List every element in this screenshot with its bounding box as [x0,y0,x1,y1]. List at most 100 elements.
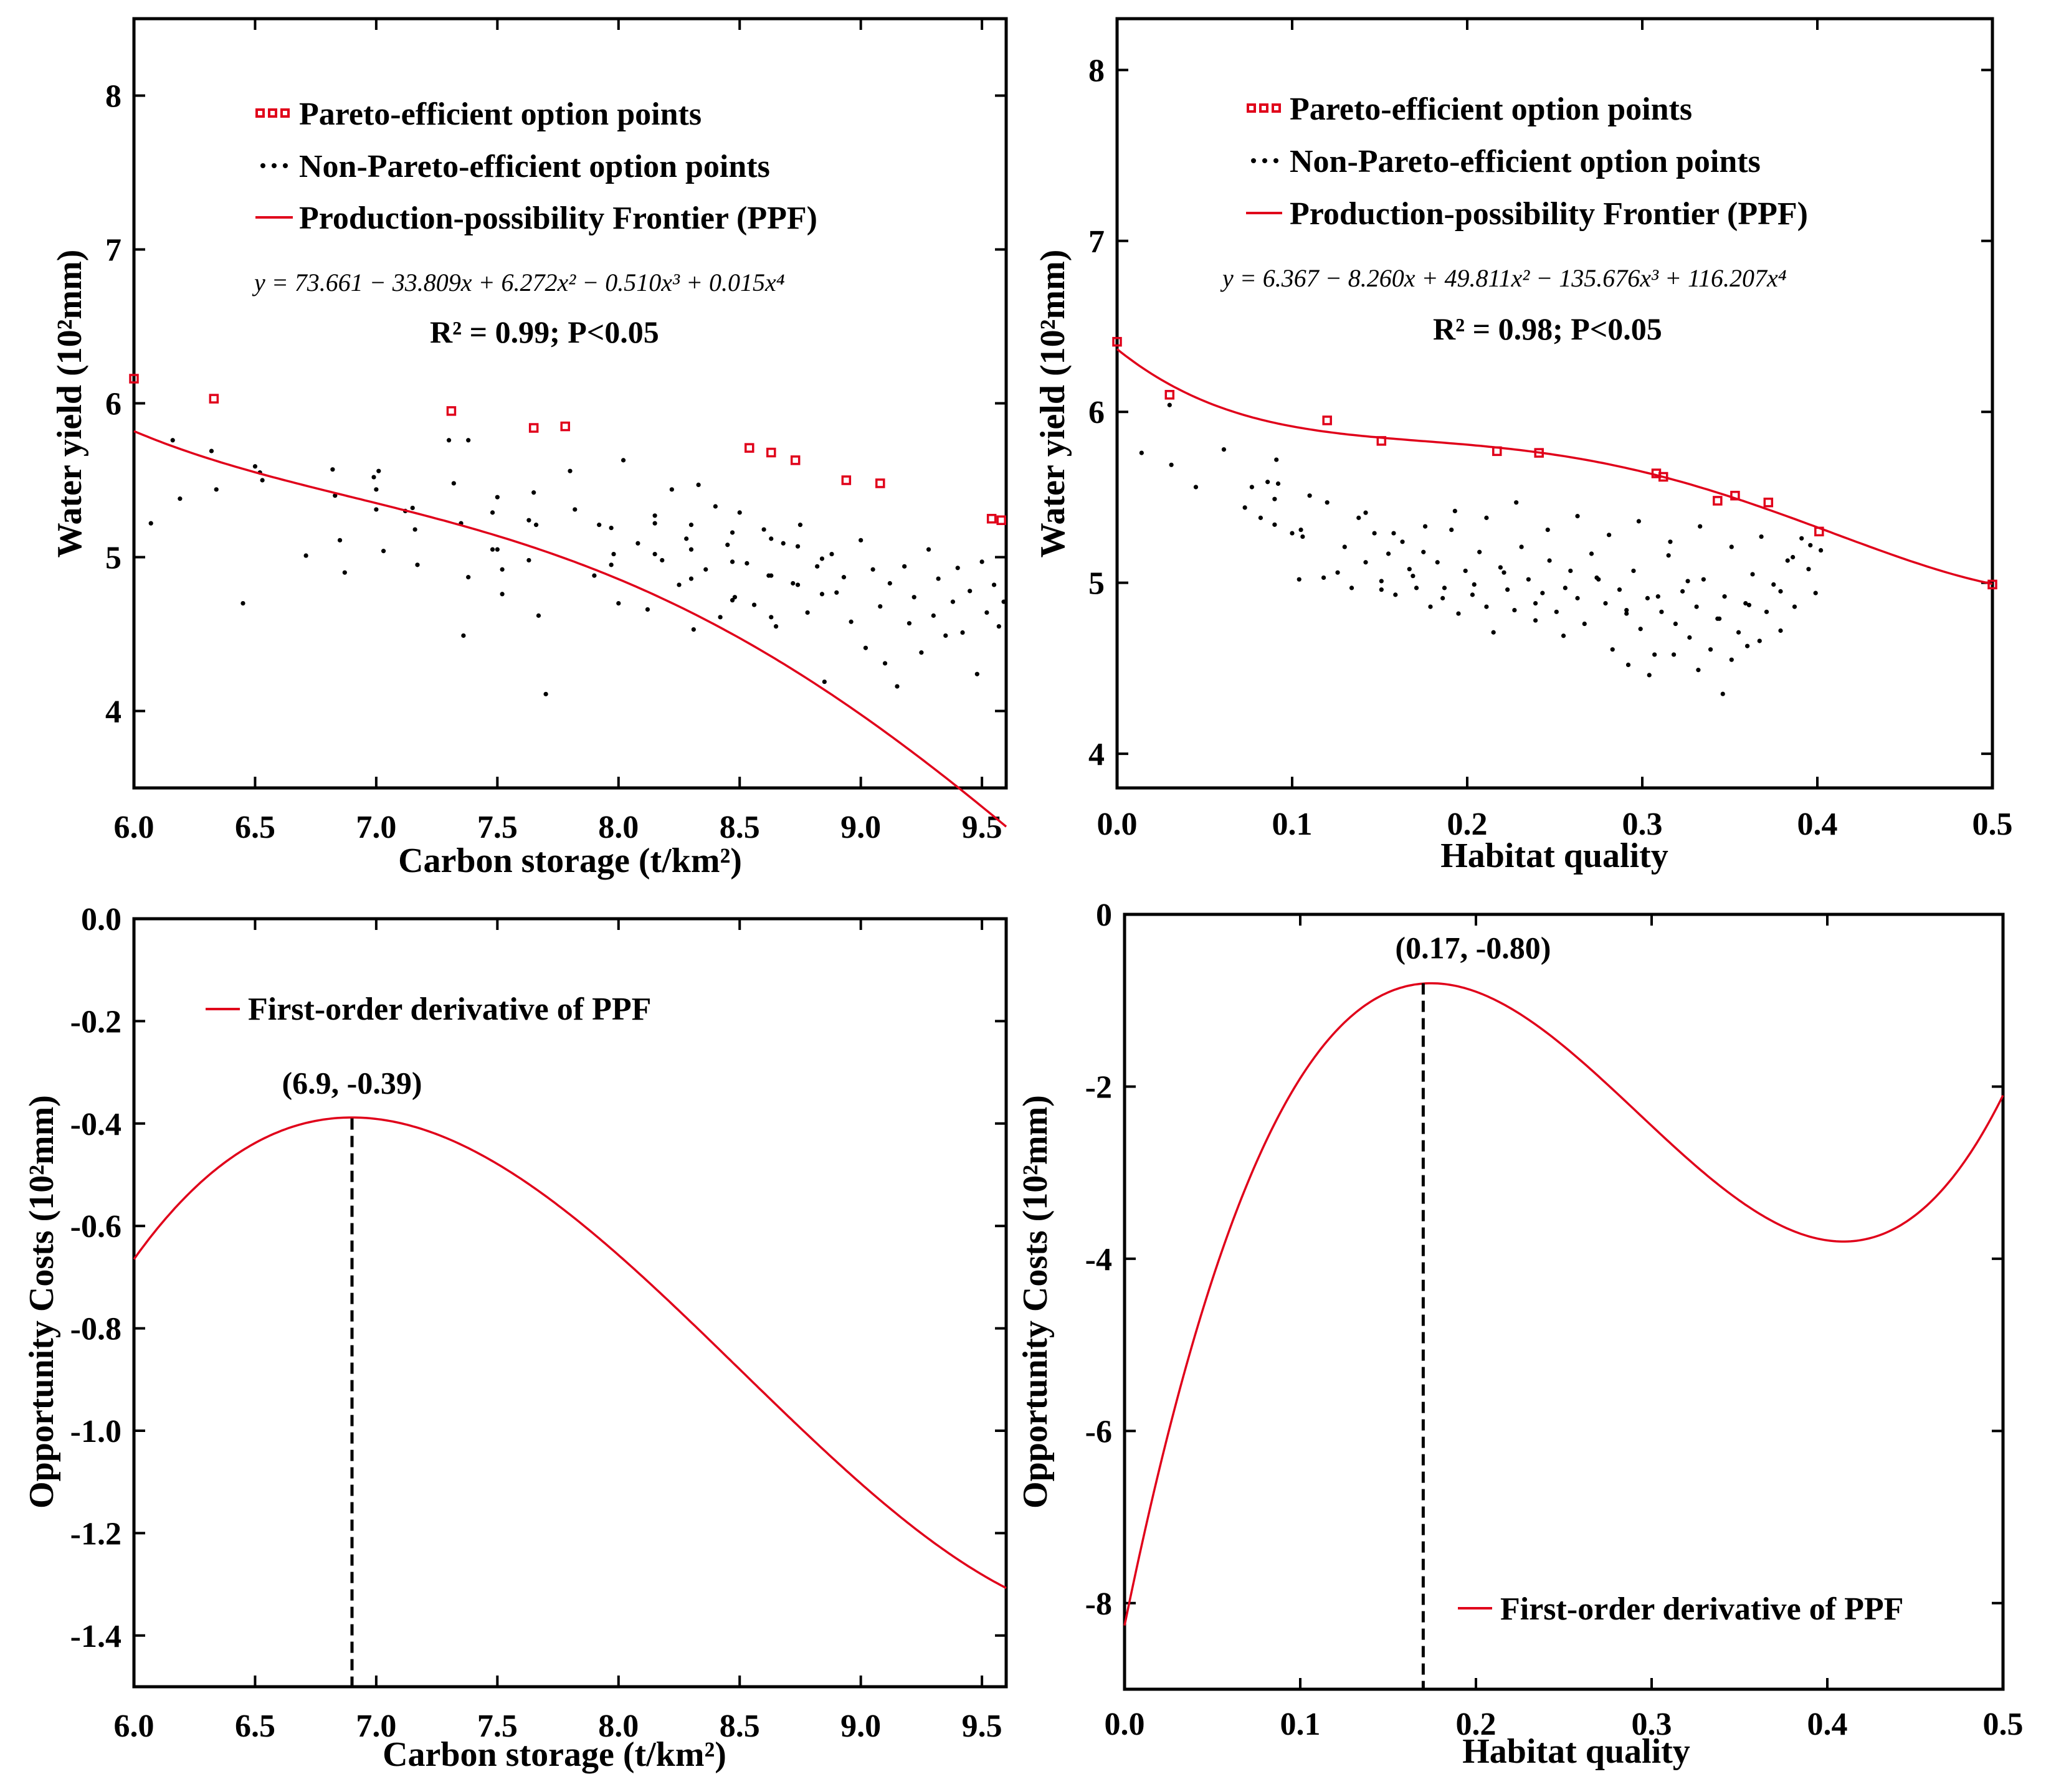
non-pareto-point [688,576,694,581]
non-pareto-point [374,507,379,512]
ppf-equation: y = 6.367 − 8.260x + 49.811x² − 135.676x… [1220,264,1787,292]
non-pareto-point [691,627,696,632]
non-pareto-point [859,538,864,543]
pareto-point [560,421,570,432]
ppf-curve [133,430,1007,828]
legend-label-nonpareto: Non-Pareto-efficient option points [1290,144,1761,179]
non-pareto-point [730,598,735,603]
non-pareto-point [1533,618,1538,623]
pareto-point [1164,390,1175,400]
x-tick-label: 7.0 [356,810,396,845]
y-tick-label: 8 [105,79,121,115]
non-pareto-point [446,438,452,443]
x-tick-label: 0.5 [1972,807,2013,842]
non-pareto-point [1685,579,1690,584]
non-pareto-point [1624,611,1629,616]
non-pareto-point [381,549,386,554]
legend-label-derivative: First-order derivative of PPF [1500,1591,1903,1627]
x-axis-label: Carbon storage (t/km²) [398,841,742,880]
non-pareto-point [1729,657,1734,662]
non-pareto-point [795,582,801,587]
non-pareto-point [1519,544,1524,549]
non-pareto-point [568,468,573,473]
non-pareto-point [178,496,183,501]
legend-nonpareto-marker [1273,158,1278,163]
legend-nonpareto-marker [283,163,288,168]
non-pareto-point [466,438,471,443]
non-pareto-point [1736,630,1741,635]
non-pareto-point [1547,558,1552,563]
non-pareto-point [1540,590,1545,595]
non-pareto-point [1645,595,1650,600]
non-pareto-point [1638,627,1643,632]
legend-pareto-marker [1272,103,1281,113]
non-pareto-point [1139,450,1144,455]
non-pareto-point [1363,510,1368,515]
y-axis-label: Opportunity Costs (10²mm) [22,1095,61,1509]
non-pareto-point [592,573,597,578]
peak-annotation: (6.9, -0.39) [282,1066,422,1101]
non-pareto-point [849,619,854,624]
non-pareto-point [863,645,868,650]
pareto-point [996,515,1006,525]
non-pareto-point [703,567,708,572]
y-tick-label: 6 [1088,395,1105,430]
non-pareto-point [374,487,379,492]
non-pareto-point [1594,575,1599,581]
non-pareto-point [415,562,420,567]
legend-pareto-marker [1247,103,1256,113]
y-tick-label: 4 [1088,737,1105,772]
non-pareto-point [1808,543,1813,548]
non-pareto-point [303,553,308,558]
non-pareto-point [333,493,338,498]
non-pareto-point [611,551,616,557]
non-pareto-point [688,547,694,552]
non-pareto-point [597,523,602,528]
non-pareto-point [1701,577,1706,582]
legend-nonpareto-marker [260,163,265,168]
plot-frame [132,17,1008,790]
x-tick-label: 0.3 [1622,807,1663,842]
non-pareto-point [1533,601,1538,606]
non-pareto-point [1372,531,1377,536]
non-pareto-point [1440,595,1445,600]
non-pareto-point [870,567,875,572]
non-pareto-point [652,513,657,518]
non-pareto-point [170,438,175,443]
non-pareto-point [1407,567,1412,572]
non-pareto-point [1652,652,1657,657]
pareto-point [875,478,885,488]
x-tick-label: 6.5 [235,1709,275,1744]
non-pareto-point [1484,515,1489,520]
non-pareto-point [1514,500,1519,505]
non-pareto-point [652,551,657,557]
non-pareto-point [1568,568,1573,574]
non-pareto-point [1694,604,1699,609]
non-pareto-point [533,523,539,528]
plot-frame [1115,17,1994,790]
legend-label-derivative: First-order derivative of PPF [248,992,651,1027]
non-pareto-point [410,505,415,511]
non-pareto-point [1806,567,1811,572]
non-pareto-point [1673,621,1678,627]
non-pareto-point [936,576,941,581]
x-tick-label: 0.4 [1797,807,1838,842]
non-pareto-point [773,624,779,629]
non-pareto-point [1607,533,1612,538]
non-pareto-point [1321,575,1326,581]
non-pareto-point [1764,609,1769,614]
panel-b-water-vs-habitat: 0.0 0.1 0.2 0.3 0.4 0.5 4 5 6 7 8 Pareto-efficien… [1034,17,2013,875]
pareto-point [446,406,457,416]
non-pareto-point [684,536,689,541]
pareto-point [1987,579,1997,590]
non-pareto-point [1272,496,1277,501]
non-pareto-point [1456,611,1461,616]
x-tick-label: 9.0 [840,1709,881,1744]
non-pareto-point [490,547,495,552]
non-pareto-point [1421,549,1426,554]
x-axis-label: Habitat quality [1462,1732,1690,1771]
non-pareto-point [466,575,471,580]
non-pareto-point [797,523,803,528]
non-pareto-point [1342,544,1347,549]
non-pareto-point [1298,527,1303,533]
